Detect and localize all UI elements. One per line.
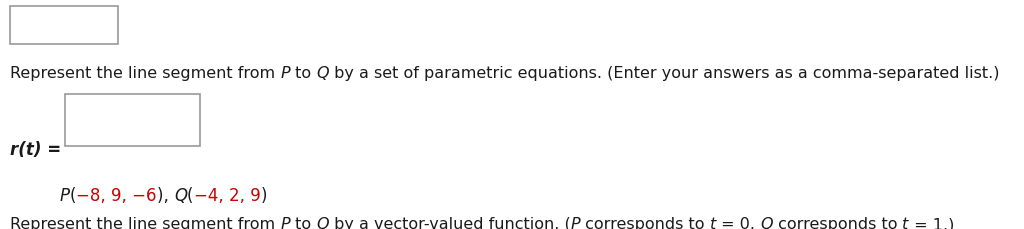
Text: t: t [710, 217, 716, 229]
Text: corresponds to: corresponds to [773, 217, 902, 229]
Text: = 0.: = 0. [716, 217, 760, 229]
Text: t: t [902, 217, 908, 229]
Text: (: ( [187, 187, 194, 205]
Text: ),: ), [157, 187, 174, 205]
Text: by a vector-valued function. (: by a vector-valued function. ( [329, 217, 570, 229]
Text: P: P [281, 217, 290, 229]
Text: Represent the line segment from: Represent the line segment from [10, 66, 281, 81]
Text: −8, 9, −6: −8, 9, −6 [77, 187, 157, 205]
Text: corresponds to: corresponds to [581, 217, 710, 229]
Text: P: P [281, 66, 290, 81]
Text: ): ) [260, 187, 266, 205]
Bar [66, 94, 200, 146]
Text: Q: Q [316, 66, 329, 81]
Text: −4, 2, 9: −4, 2, 9 [194, 187, 260, 205]
Text: by a set of parametric equations. (Enter your answers as a comma-separated list.: by a set of parametric equations. (Enter… [329, 66, 999, 81]
Text: to: to [290, 66, 316, 81]
Text: Q: Q [316, 217, 329, 229]
Text: to: to [290, 217, 316, 229]
Bar [10, 6, 118, 44]
Text: P: P [570, 217, 581, 229]
Text: Q: Q [760, 217, 773, 229]
Text: (: ( [70, 187, 77, 205]
Text: Represent the line segment from: Represent the line segment from [10, 217, 281, 229]
Text: P: P [60, 187, 70, 205]
Text: = 1.): = 1.) [908, 217, 954, 229]
Text: Q: Q [174, 187, 187, 205]
Text: r(t) =: r(t) = [10, 141, 61, 159]
